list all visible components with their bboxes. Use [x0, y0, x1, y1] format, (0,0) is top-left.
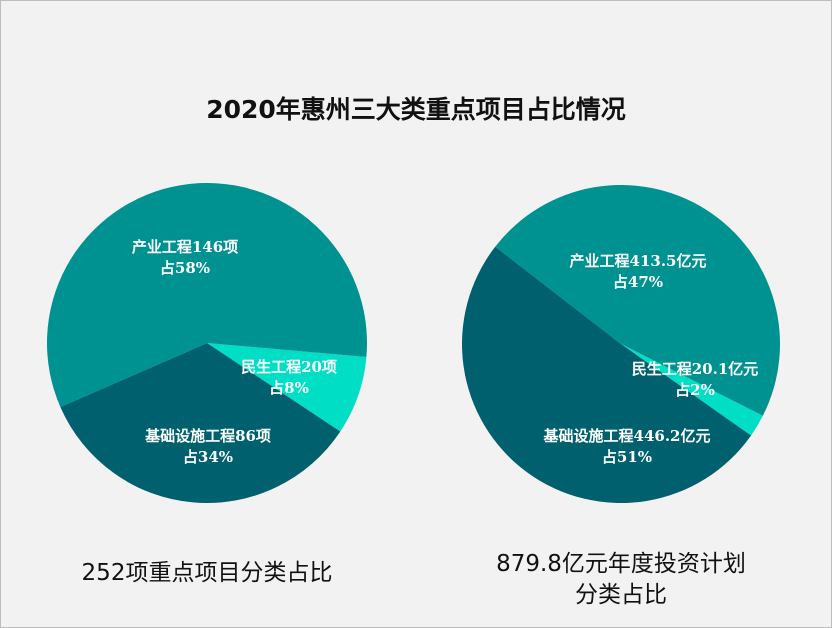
data-label-industry-investment: 产业工程413.5亿元 占47%: [569, 252, 707, 291]
pie-slice-investment-基础设施工程: [461, 246, 752, 504]
data-label-livelihood-investment: 民生工程20.1亿元 占2%: [631, 360, 759, 399]
chart-title: 2020年惠州三大类重点项目占比情况: [206, 95, 626, 124]
data-label-infrastructure-investment: 基础设施工程446.2亿元 占51%: [543, 427, 711, 466]
pie-slice-count-民生工程: [207, 343, 367, 432]
pie-slice-count-产业工程: [46, 182, 367, 407]
data-label-infrastructure-count: 基础设施工程86项 占34%: [145, 427, 271, 466]
left-pie-caption: 252项重点项目分类占比: [81, 560, 333, 586]
right-pie-caption: 879.8亿元年度投资计划 分类占比: [496, 551, 746, 608]
pie-slice-investment-民生工程: [621, 344, 763, 436]
data-label-industry-count: 产业工程146项 占58%: [131, 238, 239, 277]
pie-slice-investment-产业工程: [495, 185, 780, 416]
pie-slice-count-基础设施工程: [60, 343, 341, 504]
data-label-livelihood-count: 民生工程20项 占8%: [241, 358, 337, 397]
